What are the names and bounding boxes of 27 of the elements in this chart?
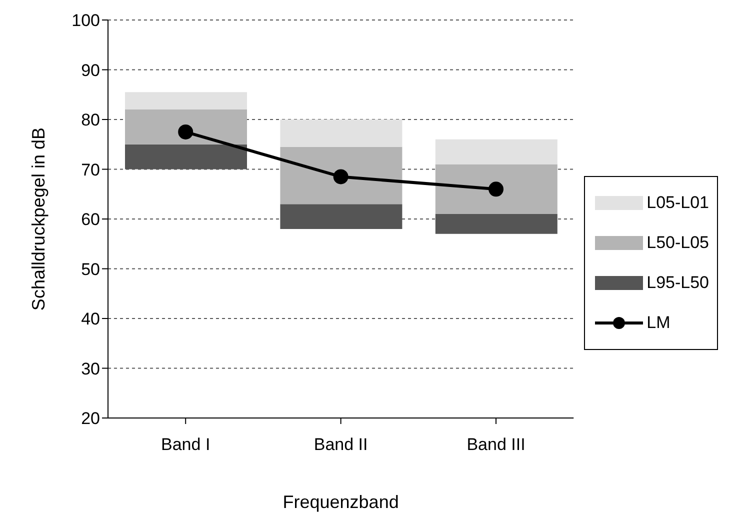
y-tick-label: 60 <box>81 210 100 230</box>
y-axis-title: Schalldruckpegel in dB <box>28 127 48 311</box>
bar <box>125 92 247 110</box>
x-tick-label: Band II <box>314 435 368 454</box>
bar <box>280 146 402 204</box>
x-tick-label: Band I <box>161 435 210 454</box>
point <box>178 124 194 140</box>
y-tick-label: 90 <box>81 60 100 80</box>
bar <box>125 110 247 144</box>
y-tick-label: 80 <box>81 110 100 130</box>
bar <box>435 164 558 214</box>
y-tick-label: 40 <box>81 310 100 329</box>
x-tick-label: Band III <box>466 435 526 454</box>
y-tick-label: 70 <box>81 160 100 180</box>
y-tick-label: 50 <box>81 260 100 279</box>
bar <box>435 139 558 164</box>
legend-label: L05-L01 <box>646 193 709 213</box>
legend-label: L50-L05 <box>646 233 709 253</box>
y-tick-label: 100 <box>72 11 100 30</box>
y-tick-label: 20 <box>81 409 100 428</box>
legend-label: LM <box>646 313 670 333</box>
bar <box>280 120 402 147</box>
point <box>488 182 504 197</box>
x-axis-title: Frequenzband <box>282 492 399 512</box>
legend-label: L95-L50 <box>646 273 709 293</box>
y-tick-label: 30 <box>81 359 100 378</box>
point <box>333 169 348 184</box>
